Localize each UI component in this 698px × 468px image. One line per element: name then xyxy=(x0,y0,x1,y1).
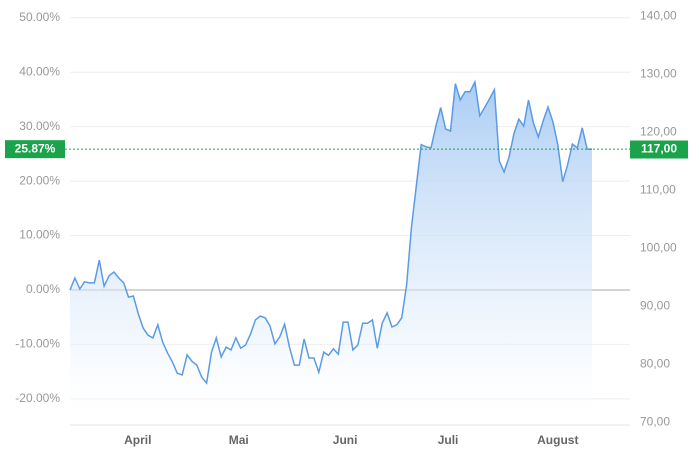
y-tick-label: 40.00% xyxy=(19,64,60,78)
y-tick-label: 50.00% xyxy=(19,10,60,24)
current-label: 25.87% xyxy=(15,141,56,155)
y-tick-label: 20.00% xyxy=(19,173,60,187)
line xyxy=(69,79,593,385)
area xyxy=(70,82,592,425)
current-badge xyxy=(5,140,65,159)
x-tick-label: April xyxy=(124,433,151,447)
x-tick-label: Juli xyxy=(438,433,459,447)
y-tick-label: 10.00% xyxy=(19,228,60,242)
y-tick-label: -10.00% xyxy=(15,337,60,351)
x-tick-label: Juni xyxy=(333,433,358,447)
y-tick-label: 0.00% xyxy=(26,282,60,296)
y2-tick-label: 140,00 xyxy=(640,8,677,22)
x-tick-label: August xyxy=(537,433,578,447)
price-badge xyxy=(630,140,688,159)
y2-tick-label: 110,00 xyxy=(640,182,676,196)
y2-tick-label: 70,00 xyxy=(640,414,670,428)
x-tick-label: Mai xyxy=(229,433,249,447)
y-tick-label: -20.00% xyxy=(15,391,60,405)
y2-tick-label: 120,00 xyxy=(640,124,677,138)
y-tick-label: 30.00% xyxy=(19,119,60,133)
y2-tick-label: 90,00 xyxy=(640,298,670,312)
y2-tick-label: 80,00 xyxy=(640,356,670,370)
y2-tick-label: 130,00 xyxy=(640,66,677,80)
y2-tick-label: 100,00 xyxy=(640,240,677,254)
price-label: 117,00 xyxy=(641,142,677,156)
